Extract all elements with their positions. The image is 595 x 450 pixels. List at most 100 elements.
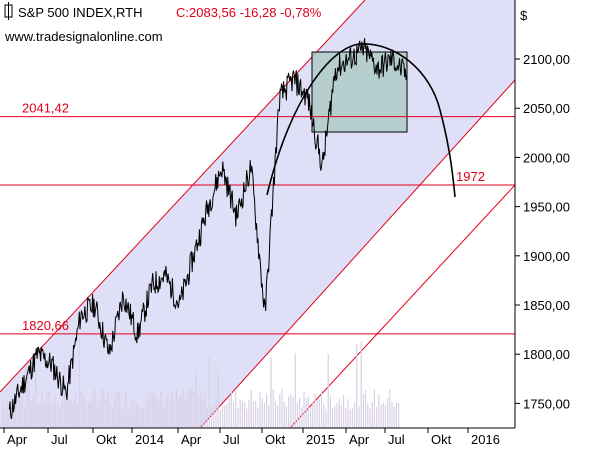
volume-bar bbox=[107, 392, 109, 428]
volume-bar bbox=[279, 394, 281, 428]
volume-bar bbox=[50, 404, 52, 428]
volume-bar bbox=[384, 404, 386, 428]
volume-bar bbox=[142, 408, 144, 428]
volume-bar bbox=[26, 365, 28, 428]
volume-bar bbox=[224, 404, 226, 428]
x-tick-label: Apr bbox=[7, 432, 28, 447]
volume-bar bbox=[160, 390, 162, 428]
volume-bar bbox=[103, 390, 105, 428]
volume-bar bbox=[237, 408, 239, 428]
volume-bar bbox=[338, 398, 340, 428]
volume-bar bbox=[391, 402, 393, 428]
volume-bar bbox=[345, 408, 347, 428]
volume-bar bbox=[90, 401, 92, 428]
volume-bar bbox=[164, 403, 166, 428]
volume-bar bbox=[395, 402, 397, 428]
volume-bar bbox=[373, 389, 375, 428]
volume-bar bbox=[235, 390, 237, 428]
volume-bar bbox=[116, 390, 118, 428]
volume-bar bbox=[347, 399, 349, 428]
volume-bar bbox=[356, 344, 358, 428]
volume-bar bbox=[292, 397, 294, 428]
volume-bar bbox=[156, 395, 158, 428]
level-label: 2041,42 bbox=[22, 101, 69, 116]
volume-bar bbox=[105, 399, 107, 428]
volume-bar bbox=[85, 409, 87, 428]
volume-bar bbox=[332, 408, 334, 428]
volume-bar bbox=[59, 408, 61, 428]
volume-bar bbox=[136, 403, 138, 428]
volume-bar bbox=[312, 401, 314, 428]
volume-bar bbox=[114, 394, 116, 428]
volume-bar bbox=[376, 406, 378, 428]
volume-bar bbox=[140, 410, 142, 428]
volume-bar bbox=[255, 401, 257, 428]
volume-bar bbox=[219, 409, 221, 428]
volume-bar bbox=[94, 389, 96, 428]
volume-bar bbox=[327, 353, 329, 428]
volume-bar bbox=[169, 401, 171, 428]
volume-bar bbox=[184, 400, 186, 428]
volume-bar bbox=[131, 399, 133, 428]
volume-bar bbox=[17, 399, 19, 428]
volume-bar bbox=[261, 398, 263, 428]
volume-bar bbox=[118, 391, 120, 428]
volume-bar bbox=[274, 400, 276, 428]
volume-bar bbox=[358, 406, 360, 428]
x-tick-label: 2015 bbox=[306, 432, 335, 447]
x-tick-label: Okt bbox=[96, 432, 117, 447]
volume-bar bbox=[52, 401, 54, 428]
volume-bar bbox=[96, 402, 98, 428]
volume-bar bbox=[233, 402, 235, 428]
volume-bar bbox=[57, 405, 59, 428]
volume-bar bbox=[21, 397, 23, 428]
volume-bar bbox=[268, 404, 270, 428]
volume-bar bbox=[329, 396, 331, 428]
x-tick-label: 2014 bbox=[135, 432, 164, 447]
volume-bar bbox=[257, 407, 259, 428]
x-axis: Apr Jul Okt 2014 Apr Jul Okt 2015 Apr Jul Okt 2016 bbox=[3, 428, 500, 447]
volume-bar bbox=[125, 391, 127, 428]
volume-bar bbox=[81, 391, 83, 428]
volume-bar bbox=[63, 364, 65, 428]
volume-bar bbox=[369, 408, 371, 428]
volume-bar bbox=[318, 400, 320, 428]
x-tick-label: Jul bbox=[223, 432, 240, 447]
volume-bar bbox=[138, 407, 140, 428]
volume-bar bbox=[294, 353, 296, 428]
volume-bar bbox=[178, 399, 180, 428]
volume-bar bbox=[171, 390, 173, 428]
volume-bar bbox=[74, 393, 76, 428]
currency-symbol: $ bbox=[520, 8, 528, 23]
volume-bar bbox=[288, 396, 290, 428]
volume-bar bbox=[48, 390, 50, 428]
volume-bar bbox=[19, 395, 21, 428]
volume-bar bbox=[158, 402, 160, 428]
volume-bar bbox=[101, 388, 103, 428]
x-tick-label: Okt bbox=[431, 432, 452, 447]
volume-bar bbox=[2, 399, 4, 428]
volume-bar bbox=[79, 338, 81, 428]
y-axis: 2100,00 2050,00 2000,00 1950,00 1900,00 1850,… bbox=[515, 52, 570, 411]
volume-bar bbox=[211, 406, 213, 428]
volume-bar bbox=[197, 395, 199, 428]
x-tick-label: Okt bbox=[265, 432, 286, 447]
level-label: 1972 bbox=[456, 169, 485, 184]
level-label: 1820,66 bbox=[22, 318, 69, 333]
volume-bar bbox=[180, 395, 182, 428]
volume-bar bbox=[239, 399, 241, 428]
volume-bar bbox=[340, 405, 342, 428]
price-line bbox=[8, 38, 408, 420]
volume-bar bbox=[120, 409, 122, 428]
volume-bar bbox=[4, 407, 6, 428]
volume-bar bbox=[248, 400, 250, 428]
volume-bar bbox=[387, 398, 389, 428]
volume-bars bbox=[2, 338, 400, 428]
volume-bar bbox=[202, 399, 204, 428]
volume-bar bbox=[380, 404, 382, 428]
volume-bar bbox=[290, 394, 292, 428]
volume-bar bbox=[259, 391, 261, 428]
volume-bar bbox=[76, 404, 78, 428]
channel-lower-line bbox=[289, 184, 516, 429]
